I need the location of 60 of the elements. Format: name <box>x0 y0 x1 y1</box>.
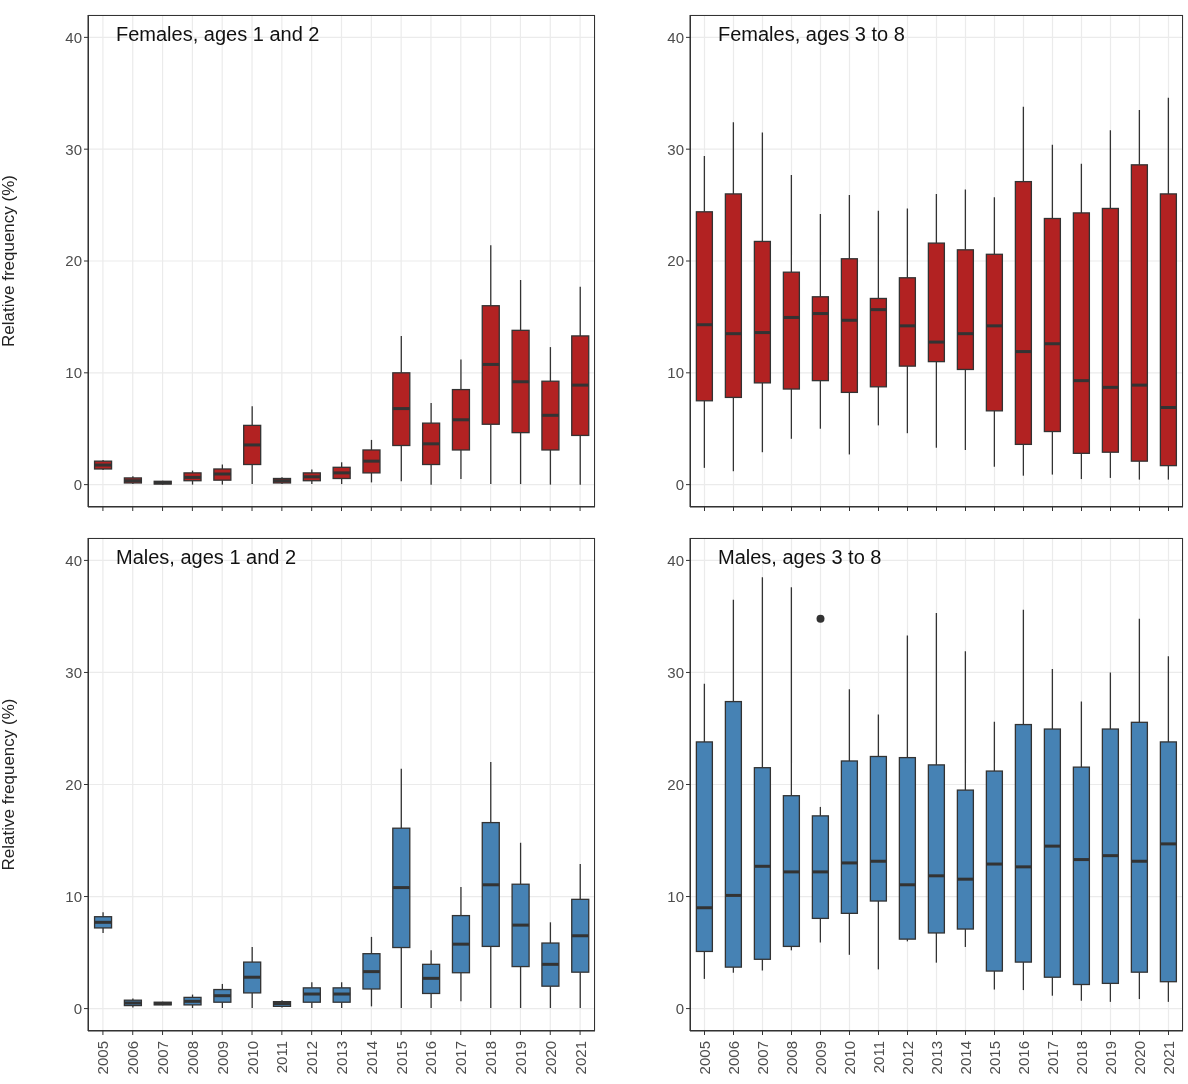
x-tick-label: 2014 <box>957 1041 974 1075</box>
x-tick-label: 2019 <box>511 1041 529 1075</box>
x-tick-label: 2006 <box>124 1041 142 1075</box>
y-tick-label: 30 <box>667 663 684 681</box>
x-tick-label: 2011 <box>870 1041 887 1074</box>
y-tick-label: 20 <box>667 775 684 793</box>
y-tick-label: 30 <box>667 140 684 158</box>
x-tick-label: 2009 <box>812 1041 829 1075</box>
y-tick-label: 10 <box>65 364 82 382</box>
x-tick-label: 2020 <box>1131 1041 1148 1075</box>
x-tick-label: 2021 <box>571 1041 589 1075</box>
x-tick-label: 2012 <box>899 1041 916 1075</box>
x-tick-label: 2017 <box>452 1041 470 1075</box>
chart-title: Females, ages 1 and 2 <box>116 23 320 46</box>
y-tick-label: 30 <box>65 140 82 158</box>
y-tick-label: 10 <box>65 887 82 905</box>
y-tick-label: 0 <box>675 999 684 1017</box>
x-tick-label: 2009 <box>213 1041 231 1075</box>
y-tick-label: 0 <box>675 475 684 493</box>
y-tick-label: 10 <box>667 887 684 905</box>
chart-title: Females, ages 3 to 8 <box>718 23 905 46</box>
x-tick-label: 2007 <box>154 1041 172 1075</box>
y-tick-label: 40 <box>65 551 82 569</box>
y-axis-title: Relative frequency (%) <box>0 698 19 871</box>
y-tick-label: 20 <box>667 252 684 270</box>
x-tick-label: 2005 <box>94 1041 112 1075</box>
y-tick-label: 40 <box>65 28 82 46</box>
y-axis-title: Relative frequency (%) <box>0 175 19 347</box>
x-tick-label: 2017 <box>1044 1041 1061 1075</box>
x-tick-label: 2018 <box>482 1041 500 1075</box>
x-tick-label: 2018 <box>1073 1041 1090 1075</box>
x-tick-label: 2015 <box>986 1041 1003 1075</box>
y-tick-label: 10 <box>667 364 684 382</box>
x-tick-label: 2016 <box>422 1041 440 1075</box>
x-tick-label: 2008 <box>183 1041 201 1075</box>
x-tick-label: 2016 <box>1015 1041 1032 1075</box>
x-tick-label: 2013 <box>928 1041 945 1075</box>
y-tick-label: 0 <box>73 475 82 493</box>
y-tick-label: 20 <box>65 252 82 270</box>
y-tick-label: 30 <box>65 663 82 681</box>
x-tick-label: 2011 <box>273 1041 291 1074</box>
y-tick-label: 40 <box>667 28 684 46</box>
chart-title: Males, ages 1 and 2 <box>116 546 297 569</box>
x-tick-label: 2020 <box>541 1041 559 1075</box>
y-tick-label: 20 <box>65 775 82 793</box>
x-tick-label: 2013 <box>333 1041 350 1075</box>
x-tick-label: 2006 <box>725 1041 742 1075</box>
x-tick-label: 2012 <box>303 1041 321 1075</box>
x-tick-label: 2010 <box>243 1041 261 1075</box>
x-tick-label: 2005 <box>696 1041 713 1075</box>
chart-title: Males, ages 3 to 8 <box>718 546 882 569</box>
x-tick-label: 2010 <box>841 1041 858 1075</box>
x-tick-label: 2019 <box>1102 1041 1119 1075</box>
x-tick-label: 2014 <box>362 1041 380 1075</box>
x-tick-label: 2015 <box>392 1041 410 1075</box>
y-tick-label: 0 <box>73 999 82 1017</box>
x-tick-label: 2021 <box>1160 1041 1177 1075</box>
y-tick-label: 40 <box>667 551 684 569</box>
x-tick-label: 2008 <box>783 1041 800 1075</box>
x-tick-label: 2007 <box>754 1041 771 1075</box>
